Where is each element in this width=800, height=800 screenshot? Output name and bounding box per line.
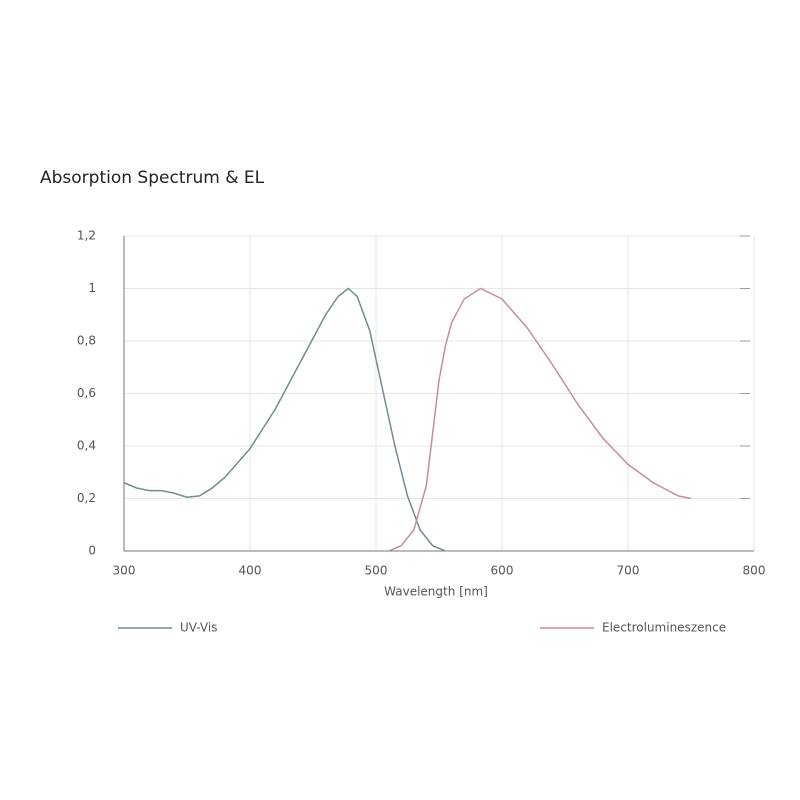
y-tick-label: 0,4: [77, 439, 96, 453]
y-tick-label: 1: [88, 281, 96, 295]
legend-label: Electrolumineszence: [602, 621, 726, 635]
data-line: [388, 287, 692, 552]
x-tick-label: 400: [239, 564, 262, 578]
x-tick-label: 700: [617, 564, 640, 578]
y-tick-label: 0: [88, 544, 96, 558]
chart-title: Absorption Spectrum & EL: [40, 168, 265, 188]
x-tick-label: 800: [743, 564, 766, 578]
y-tick-label: 1,2: [77, 229, 96, 243]
x-tick-label: 300: [113, 564, 136, 578]
y-tick-label: 0,8: [77, 334, 96, 348]
legend-label: UV-Vis: [180, 621, 217, 635]
x-axis-label: Wavelength [nm]: [384, 585, 488, 599]
data-line: [123, 287, 446, 552]
y-tick-label: 0,2: [77, 491, 96, 505]
y-tick-label: 0,6: [77, 386, 96, 400]
x-tick-label: 500: [365, 564, 388, 578]
x-tick-label: 600: [491, 564, 514, 578]
